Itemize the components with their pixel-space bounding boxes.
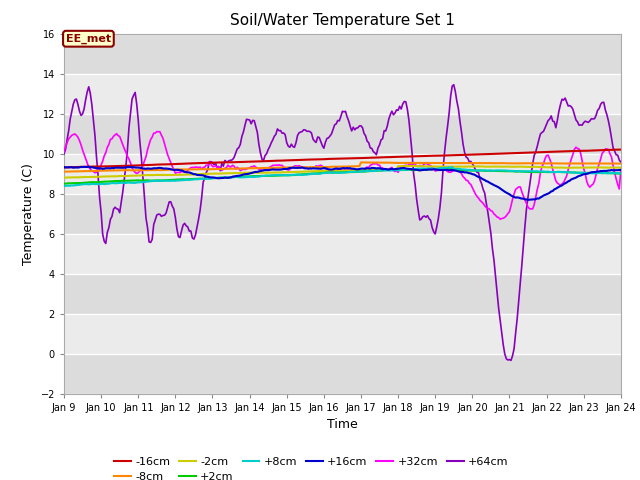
Bar (64, 193, 621, 234)
Bar (64, 313, 621, 354)
X-axis label: Time: Time (327, 418, 358, 431)
Title: Soil/Water Temperature Set 1: Soil/Water Temperature Set 1 (230, 13, 455, 28)
Bar (64, 114, 621, 154)
Y-axis label: Temperature (C): Temperature (C) (22, 163, 35, 264)
Bar (64, 274, 621, 313)
Legend: -16cm, -8cm, -2cm, +2cm, +8cm, +16cm, +32cm, +64cm: -16cm, -8cm, -2cm, +2cm, +8cm, +16cm, +3… (114, 457, 509, 480)
Bar (64, 354, 621, 394)
Text: EE_met: EE_met (66, 34, 111, 44)
Bar (64, 34, 621, 73)
Bar (64, 73, 621, 114)
Bar (64, 234, 621, 274)
Bar (64, 154, 621, 193)
